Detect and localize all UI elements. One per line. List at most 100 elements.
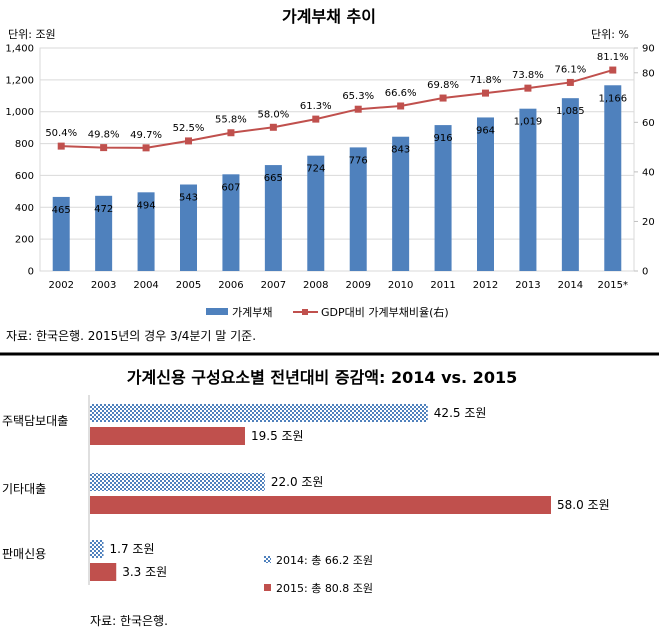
left-tick-label: 1,000 — [5, 107, 34, 118]
debt-bar — [264, 165, 282, 271]
chart-1-ratio-line — [57, 66, 617, 152]
ratio-polyline — [61, 69, 614, 149]
category-label: 주택담보대출 — [2, 414, 68, 428]
debt-bar — [52, 196, 70, 271]
debt-bar — [349, 147, 367, 271]
right-tick-label: 40 — [642, 167, 655, 178]
legend-label-2014: 2014: 총 66.2 조원 — [276, 554, 373, 567]
ratio-point-label: 49.8% — [88, 130, 120, 141]
chart-2: 가계신용 구성요소별 전년대비 증감액: 2014 vs. 2015 주택담보대… — [2, 368, 610, 628]
ratio-point — [227, 129, 235, 137]
chart-2-legend: 2014: 총 66.2 조원 2015: 총 80.8 조원 — [264, 554, 373, 595]
ratio-point — [100, 144, 108, 152]
chart-2-source: 자료: 한국은행. — [90, 613, 168, 628]
debt-bar-label: 472 — [94, 204, 113, 215]
bar-2015 — [90, 563, 117, 581]
ratio-point — [269, 123, 277, 131]
right-tick-label: 0 — [642, 267, 648, 278]
x-category-label: 2006 — [218, 280, 243, 291]
ratio-point-label: 58.0% — [257, 109, 289, 120]
x-category-label: 2009 — [345, 280, 370, 291]
chart-1-plot-frame — [39, 47, 635, 272]
chart-1-source: 자료: 한국은행. 2015년의 경우 3/4분기 말 기준. — [6, 328, 256, 343]
debt-bar-label: 964 — [476, 125, 495, 136]
bar-2015 — [90, 427, 245, 445]
ratio-point-label: 81.1% — [597, 52, 629, 63]
debt-bar — [307, 155, 325, 271]
x-category-label: 2005 — [176, 280, 201, 291]
legend-label-2015: 2015: 총 80.8 조원 — [276, 582, 373, 595]
left-tick-label: 1,200 — [5, 75, 34, 86]
x-category-label: 2011 — [430, 280, 455, 291]
x-category-label: 2007 — [261, 280, 286, 291]
chart-1-bars — [52, 85, 622, 271]
legend-label-debt: 가계부채 — [232, 306, 272, 319]
debt-bar-label: 1,085 — [556, 106, 585, 117]
bar-value-label: 22.0 조원 — [271, 475, 324, 489]
ratio-point-label: 71.8% — [470, 75, 502, 86]
left-tick-label: 200 — [15, 235, 34, 246]
ratio-point — [185, 137, 192, 145]
debt-bar — [222, 174, 240, 271]
x-category-label: 2014 — [558, 280, 583, 291]
ratio-point-label: 55.8% — [215, 115, 247, 126]
debt-bar-label: 776 — [349, 155, 368, 166]
debt-bar — [95, 195, 113, 271]
x-category-label: 2012 — [473, 280, 498, 291]
debt-bar-label: 1,019 — [514, 117, 543, 128]
chart-1-right-axis: 0 20 40 60 80 90 — [634, 44, 655, 278]
bar-2014 — [90, 404, 428, 422]
ratio-point-label: 50.4% — [45, 128, 77, 139]
debt-bar — [137, 192, 155, 271]
x-category-label: 2004 — [133, 280, 158, 291]
chart-1-left-axis: 0 200 400 600 800 1,000 1,200 1,400 — [5, 44, 34, 278]
left-tick-label: 0 — [28, 267, 34, 278]
ratio-point-label: 73.8% — [512, 70, 544, 81]
ratio-point-label: 49.7% — [130, 130, 162, 141]
chart-1-left-unit: 단위: 조원 — [8, 28, 56, 41]
chart-1-legend: 가계부채 GDP대비 가계부채비율(右) — [206, 305, 449, 319]
left-tick-label: 400 — [15, 203, 34, 214]
ratio-point-label: 69.8% — [427, 80, 459, 91]
ratio-point — [354, 105, 362, 113]
debt-bar — [604, 85, 622, 271]
chart-2-value-labels: 42.5 조원 19.5 조원 22.0 조원 58.0 조원 1.7 조원 3.3 조원 — [110, 406, 610, 579]
ratio-point — [142, 144, 150, 152]
bar-value-label: 42.5 조원 — [434, 406, 487, 420]
x-category-label: 2003 — [91, 280, 116, 291]
bar-2014 — [90, 473, 265, 491]
legend-swatch-debt — [206, 308, 228, 315]
chart-1-title: 가계부채 추이 — [282, 7, 376, 26]
debt-bar-label: 607 — [221, 182, 240, 193]
left-tick-label: 800 — [15, 139, 34, 150]
ratio-point-label: 65.3% — [342, 91, 374, 102]
bar-value-label: 19.5 조원 — [251, 429, 304, 443]
ratio-point — [397, 102, 405, 110]
chart-1-gridlines — [40, 47, 634, 272]
ratio-point-label: 66.6% — [385, 88, 417, 99]
ratio-point-label: 52.5% — [173, 123, 205, 134]
chart-2-bars — [90, 404, 551, 581]
ratio-point — [609, 66, 617, 74]
chart-1-ratio-labels: 50.4% 49.8% 49.7% 52.5% 55.8% 58.0% 61.3% 65.3%… — [45, 52, 628, 141]
chart-1: 가계부채 추이 단위: 조원 단위: % 02004006008001,0001… — [5, 7, 654, 343]
right-tick-label: 20 — [642, 217, 655, 228]
right-tick-label: 60 — [642, 118, 655, 129]
ratio-point-label: 76.1% — [554, 64, 586, 75]
ratio-point — [524, 84, 532, 92]
debt-bar-label: 543 — [179, 193, 198, 204]
legend-swatch-2014 — [264, 556, 271, 563]
ratio-point — [312, 115, 320, 123]
legend-marker-ratio — [302, 309, 308, 315]
ratio-point — [482, 89, 489, 97]
bar-2014 — [90, 540, 104, 558]
ratio-point — [439, 94, 447, 102]
category-label: 기타대출 — [2, 482, 46, 496]
ratio-point — [566, 78, 574, 86]
category-label: 판매신용 — [2, 547, 46, 561]
x-category-label: 2015* — [598, 280, 628, 291]
chart-1-bar-labels: 465 472 494 543 607 665 724 776 843 916 964 1,019 1,… — [52, 93, 627, 216]
debt-bar — [392, 136, 410, 271]
bar-2015 — [90, 496, 551, 514]
